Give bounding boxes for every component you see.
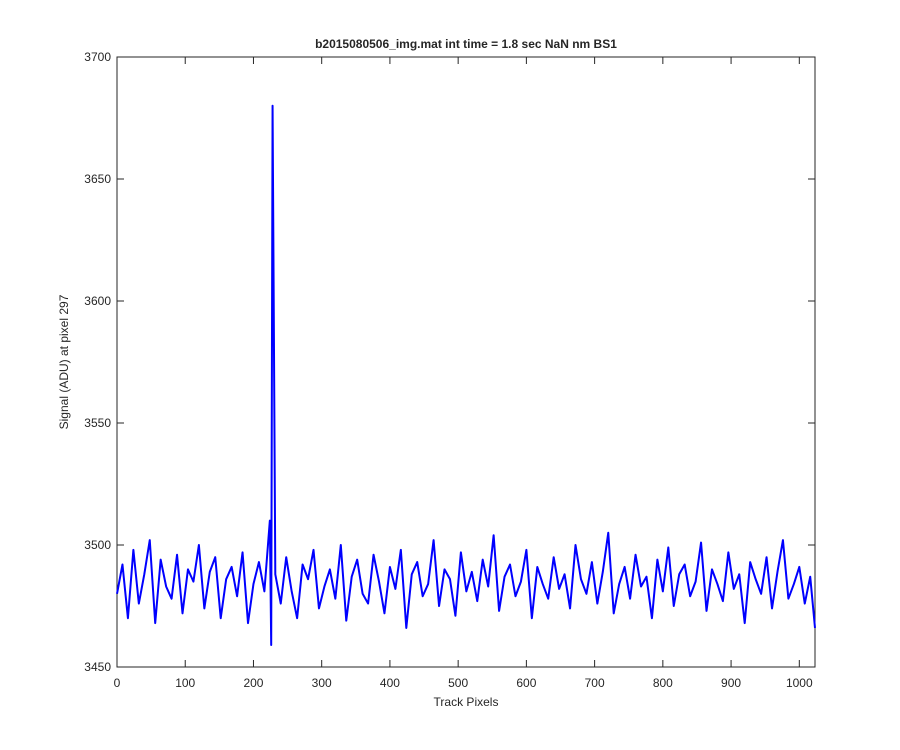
data-line bbox=[116, 104, 816, 647]
x-tick-label: 1000 bbox=[786, 676, 813, 690]
x-tick-label: 800 bbox=[653, 676, 673, 690]
x-tick-label: 500 bbox=[448, 676, 468, 690]
y-tick-label: 3600 bbox=[84, 294, 111, 308]
x-tick-label: 400 bbox=[380, 676, 400, 690]
x-tick-label: 600 bbox=[516, 676, 536, 690]
x-tick-label: 200 bbox=[243, 676, 263, 690]
x-tick-label: 0 bbox=[114, 676, 121, 690]
x-tick-label: 300 bbox=[312, 676, 332, 690]
x-tick-label: 900 bbox=[721, 676, 741, 690]
y-tick-label: 3700 bbox=[84, 50, 111, 64]
y-tick-label: 3650 bbox=[84, 172, 111, 186]
x-tick-label: 700 bbox=[585, 676, 605, 690]
y-tick-label: 3550 bbox=[84, 416, 111, 430]
y-tick-label: 3450 bbox=[84, 660, 111, 674]
y-axis-label: Signal (ADU) at pixel 297 bbox=[57, 294, 71, 429]
y-tick-label: 3500 bbox=[84, 538, 111, 552]
chart-title: b2015080506_img.mat int time = 1.8 sec N… bbox=[315, 37, 617, 51]
x-axis-label: Track Pixels bbox=[434, 695, 499, 709]
x-tick-label: 100 bbox=[175, 676, 195, 690]
